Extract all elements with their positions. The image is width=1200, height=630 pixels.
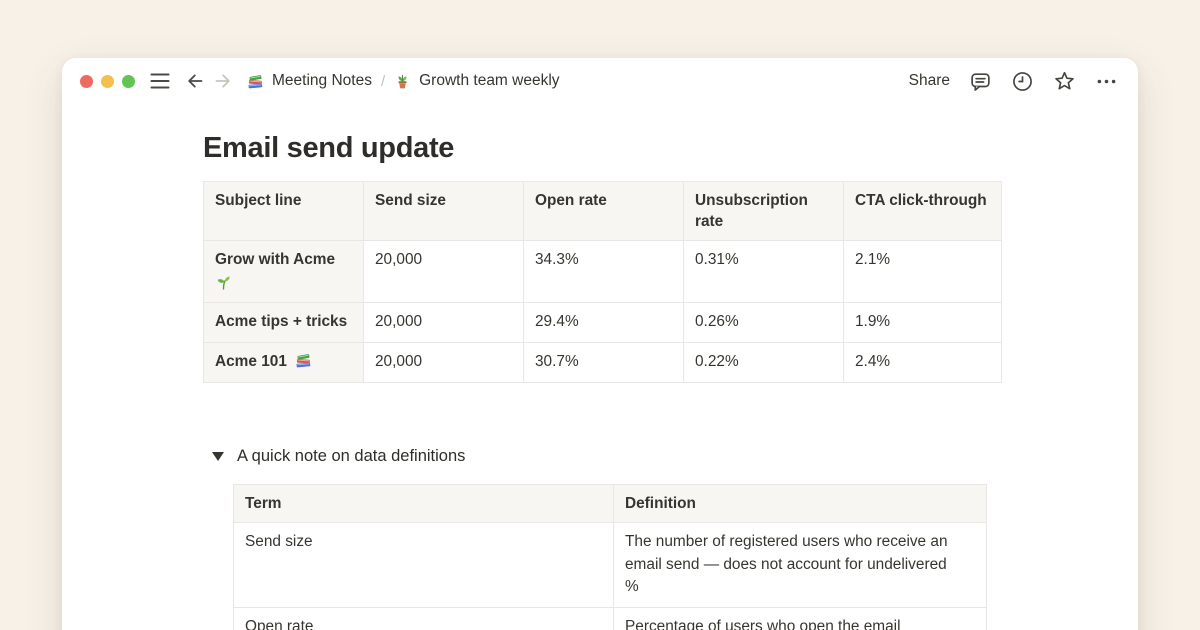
open-rate-cell[interactable]: 30.7% xyxy=(523,342,684,383)
history-clock-icon[interactable] xyxy=(1011,70,1034,93)
column-header-cta-click-through[interactable]: CTA click-through xyxy=(843,181,1002,241)
breadcrumb-item-growth-team-weekly[interactable]: Growth team weekly xyxy=(394,72,560,90)
titlebar: Meeting Notes / Growth team weekly xyxy=(62,58,1138,104)
open-rate-cell[interactable]: 34.3% xyxy=(523,240,684,303)
definition-cell[interactable]: The number of registered users who recei… xyxy=(613,522,987,608)
send-size-cell[interactable]: 20,000 xyxy=(363,240,524,303)
table-row: Acme 101 20,000 30.7% 0.22% 2.4% xyxy=(203,342,1002,383)
window-controls xyxy=(80,74,135,88)
breadcrumb-separator: / xyxy=(380,72,386,90)
cell-text: Grow with Acme xyxy=(215,251,336,268)
definition-cell[interactable]: Percentage of users who open the email xyxy=(613,606,987,630)
potted-plant-emoji-icon xyxy=(394,73,411,90)
cell-text: Acme tips + tricks xyxy=(215,313,348,330)
unsub-rate-cell[interactable]: 0.26% xyxy=(683,302,844,343)
traffic-light-close-button[interactable] xyxy=(80,74,93,88)
table-row: Send size The number of registered users… xyxy=(233,522,987,608)
page-content: Email send update Subject line Send size… xyxy=(62,131,1138,630)
page-title: Email send update xyxy=(203,132,455,164)
comments-icon[interactable] xyxy=(969,70,992,93)
seedling-emoji-icon xyxy=(215,273,232,290)
breadcrumb: Meeting Notes / Growth team weekly xyxy=(247,72,560,90)
books-emoji-icon xyxy=(295,352,312,369)
table-row: Grow with Acme 20,000 34.3% 0.31% 2.1% xyxy=(203,240,1002,303)
cta-cell[interactable]: 2.1% xyxy=(843,240,1002,303)
open-rate-cell[interactable]: 29.4% xyxy=(523,302,684,343)
triangle-down-icon xyxy=(212,452,224,461)
titlebar-actions: Share xyxy=(909,70,1118,93)
column-header-unsubscription-rate[interactable]: Unsubscription rate xyxy=(683,181,844,241)
definitions-table: Term Definition Send size The number of … xyxy=(233,484,987,630)
unsub-rate-cell[interactable]: 0.22% xyxy=(683,342,844,383)
subject-cell-grow-with-acme[interactable]: Grow with Acme xyxy=(203,240,364,303)
column-header-definition[interactable]: Definition xyxy=(613,484,987,523)
metrics-header-row: Subject line Send size Open rate Unsubsc… xyxy=(203,181,1002,241)
column-header-subject-line[interactable]: Subject line xyxy=(203,181,364,241)
column-header-term[interactable]: Term xyxy=(233,484,614,523)
table-row: Acme tips + tricks 20,000 29.4% 0.26% 1.… xyxy=(203,302,1002,343)
cta-cell[interactable]: 2.4% xyxy=(843,342,1002,383)
breadcrumb-item-meeting-notes[interactable]: Meeting Notes xyxy=(247,72,372,90)
email-metrics-table: Subject line Send size Open rate Unsubsc… xyxy=(203,181,1002,383)
table-row: Open rate Percentage of users who open t… xyxy=(233,606,987,630)
forward-arrow-icon[interactable] xyxy=(213,71,233,91)
more-options-icon[interactable] xyxy=(1095,70,1118,93)
term-cell[interactable]: Send size xyxy=(233,522,614,608)
favorite-star-icon[interactable] xyxy=(1053,70,1076,93)
toggle-label: A quick note on data definitions xyxy=(237,447,466,465)
breadcrumb-label: Growth team weekly xyxy=(419,72,560,89)
cell-text: Acme 101 xyxy=(215,353,287,370)
app-window: Meeting Notes / Growth team weekly xyxy=(62,58,1138,630)
unsub-rate-cell[interactable]: 0.31% xyxy=(683,240,844,303)
send-size-cell[interactable]: 20,000 xyxy=(363,302,524,343)
definitions-header-row: Term Definition xyxy=(233,484,987,523)
breadcrumb-label: Meeting Notes xyxy=(272,72,372,89)
share-button[interactable]: Share xyxy=(908,72,950,89)
back-arrow-icon[interactable] xyxy=(185,71,205,91)
sidebar-menu-icon[interactable] xyxy=(150,73,170,89)
traffic-light-minimize-button[interactable] xyxy=(101,74,114,88)
traffic-light-zoom-button[interactable] xyxy=(122,74,135,88)
column-header-send-size[interactable]: Send size xyxy=(363,181,524,241)
column-header-open-rate[interactable]: Open rate xyxy=(523,181,684,241)
subject-cell-acme-tips-tricks[interactable]: Acme tips + tricks xyxy=(203,302,364,343)
subject-cell-acme-101[interactable]: Acme 101 xyxy=(203,342,364,383)
send-size-cell[interactable]: 20,000 xyxy=(363,342,524,383)
term-cell[interactable]: Open rate xyxy=(233,606,614,630)
cta-cell[interactable]: 1.9% xyxy=(843,302,1002,343)
books-emoji-icon xyxy=(247,73,264,90)
toggle-heading-data-definitions[interactable]: A quick note on data definitions xyxy=(203,447,1138,466)
